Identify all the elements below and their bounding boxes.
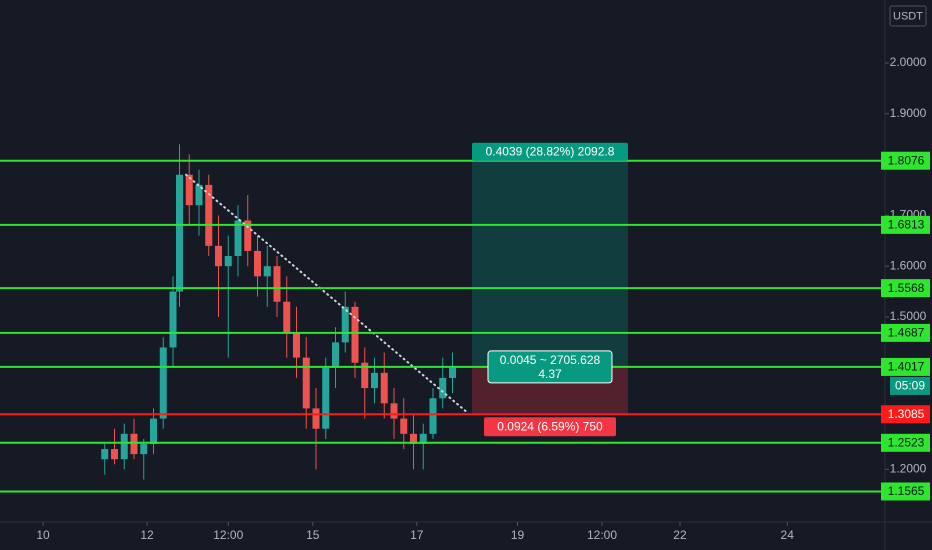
candle-body [244,220,252,251]
level-label-box [881,151,930,170]
entry-label-qty: 4.37 [538,367,562,381]
trend-line [184,173,467,412]
candle-body [110,449,118,460]
x-tick-label: 15 [306,528,320,542]
candle-body [234,220,242,257]
countdown: 05:09 [895,379,925,393]
x-tick-label: 10 [36,528,50,542]
candle-body [159,347,167,419]
x-tick-label: 12:00 [587,528,617,542]
candle-body [175,174,183,292]
candle-body [312,408,320,429]
level-label-box [881,323,930,342]
candle-body [429,398,437,434]
x-tick-label: 24 [781,528,795,542]
level-label: 1.8076 [888,153,925,167]
candle-body [120,433,128,460]
candle-body [400,418,408,434]
x-tick-label: 17 [410,528,424,542]
level-label: 1.3085 [888,407,925,421]
candle-body [149,418,157,444]
level-label: 1.6813 [888,218,925,232]
candle-body [169,291,177,348]
y-tick-label: 1.2000 [890,462,927,476]
candle-body [322,367,330,429]
target-label-box [471,142,628,161]
candle-body [283,301,291,333]
candle-body [273,266,281,302]
level-label: 1.4687 [888,326,925,340]
y-tick-label: 1.9000 [890,106,927,120]
candle-body [390,403,398,419]
target-zone [471,160,628,367]
level-label-box [881,405,930,424]
y-tick-label: 1.6000 [890,258,927,272]
x-tick-label: 22 [673,528,687,542]
candle-body [140,443,148,455]
entry-label: 0.0045 ~ 2705.628 [500,353,601,367]
level-label: 1.4017 [888,360,925,374]
candle-body [214,245,222,267]
candle-body [409,433,417,444]
candle-body [263,266,271,277]
level-label-box [881,279,930,298]
y-tick-label: 1.5000 [890,309,927,323]
candle-body [380,372,388,404]
candle-body [130,433,138,455]
x-tick-label: 12 [140,528,154,542]
x-tick-label: 12:00 [213,528,243,542]
candle-body [253,250,261,277]
currency-box[interactable] [889,5,927,27]
candle-body [195,184,203,206]
candle-body [370,372,378,389]
stop-label-box [483,417,616,437]
candle-body [419,433,427,444]
level-label: 1.5568 [888,281,925,295]
candle-body [101,449,109,460]
candle-body [361,362,369,389]
level-label-box [881,433,930,452]
y-tick-label: 2.0000 [890,55,927,69]
candle-body [448,367,456,378]
stop-label: 0.0924 (6.59%) 750 [497,419,603,433]
level-label-box [881,215,930,234]
candle-body [302,357,310,409]
candle-body [351,306,359,363]
candle-body [224,256,232,267]
candle-body [185,174,193,206]
level-label-box [881,357,930,376]
countdown-box [890,376,930,395]
entry-label-box [487,350,613,384]
level-label: 1.2523 [888,435,925,449]
x-tick-label: 19 [511,528,525,542]
level-label-box [881,482,930,501]
candle-body [331,342,339,368]
candle-body [205,184,213,246]
candle-body [341,306,349,343]
candle-body [292,332,300,358]
target-label: 0.4039 (28.82%) 2092.8 [486,144,615,158]
level-label: 1.1565 [888,484,925,498]
candle-body [439,377,447,399]
currency: USDT [893,10,923,22]
